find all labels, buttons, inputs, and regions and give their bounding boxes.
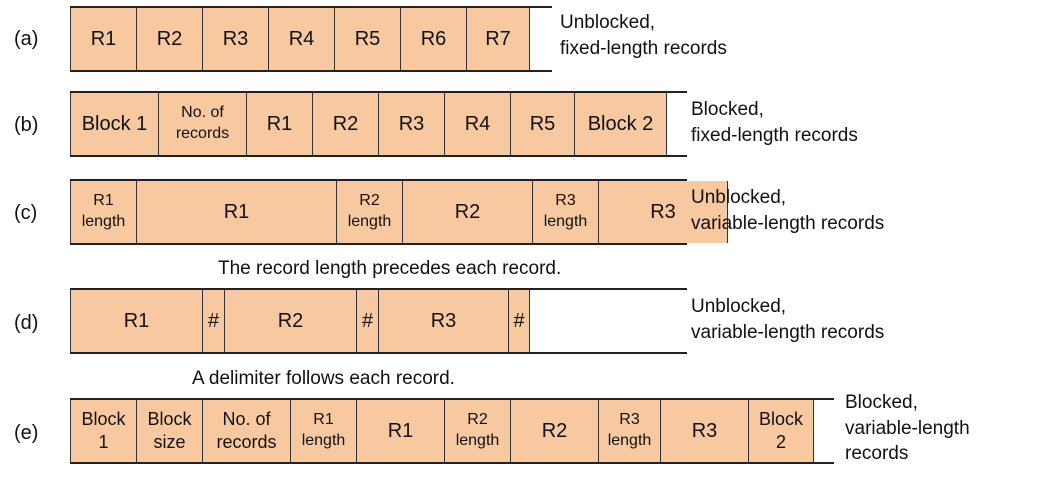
record-cell: Block 2 [748, 400, 814, 462]
record-cell: R5 [510, 93, 574, 155]
record-cell: R3 [202, 8, 268, 70]
record-cell: R2 [136, 8, 202, 70]
record-cell: R4 [268, 8, 334, 70]
record-cell: R1 [70, 290, 202, 352]
row-description: Unblocked, fixed-length records [560, 12, 727, 59]
record-cell: R3 length [532, 181, 598, 243]
record-cell: R6 [400, 8, 466, 70]
record-track: R1 # R2 # R3 # [70, 288, 687, 354]
row-description: Unblocked, variable-length records [691, 296, 885, 343]
row-description: Blocked, variable-length records [845, 392, 970, 465]
row-label: (d) [14, 312, 39, 334]
record-cell: R1 [246, 93, 312, 155]
row-label: (b) [14, 114, 39, 136]
record-cell: R3 [660, 400, 748, 462]
record-cell: R3 length [598, 400, 660, 462]
record-cell: R3 [598, 181, 728, 243]
record-cell: R2 [224, 290, 356, 352]
record-cell: R2 length [336, 181, 402, 243]
record-cell: R1 length [290, 400, 356, 462]
record-cell: R1 length [70, 181, 136, 243]
record-cell: Block 1 [70, 400, 136, 462]
record-track: Block 1 No. of records R1 R2 R3 R4 R5 Bl… [70, 91, 687, 157]
record-cell: Block size [136, 400, 202, 462]
row-description: Blocked, fixed-length records [691, 99, 858, 146]
record-cell: No. of records [158, 93, 246, 155]
record-cell: No. of records [202, 400, 290, 462]
record-cell: R1 [70, 8, 136, 70]
record-cell: R7 [466, 8, 530, 70]
row-label: (a) [14, 28, 39, 50]
record-cell: Block 2 [574, 93, 667, 155]
record-cell: R2 [402, 181, 532, 243]
record-cell: R2 [312, 93, 378, 155]
row-caption: A delimiter follows each record. [192, 368, 455, 389]
delimiter-cell: # [508, 290, 530, 352]
record-track: R1 length R1 R2 length R2 R3 length R3 [70, 179, 728, 245]
record-cell: R2 [510, 400, 598, 462]
record-cell: R1 [136, 181, 336, 243]
row-label: (e) [14, 422, 39, 444]
record-cell: R3 [378, 290, 508, 352]
row-label: (c) [14, 202, 38, 224]
delimiter-cell: # [356, 290, 378, 352]
delimiter-cell: # [202, 290, 224, 352]
record-cell: R4 [444, 93, 510, 155]
row-description: Unblocked, variable-length records [691, 187, 885, 234]
record-cell: R2 length [444, 400, 510, 462]
record-cell: R3 [378, 93, 444, 155]
record-track: R1 R2 R3 R4 R5 R6 R7 [70, 6, 552, 72]
record-track: Block 1 Block size No. of records R1 len… [70, 398, 834, 464]
row-caption: The record length precedes each record. [218, 258, 562, 279]
record-cell: Block 1 [70, 93, 158, 155]
record-cell: R1 [356, 400, 444, 462]
record-cell: R5 [334, 8, 400, 70]
